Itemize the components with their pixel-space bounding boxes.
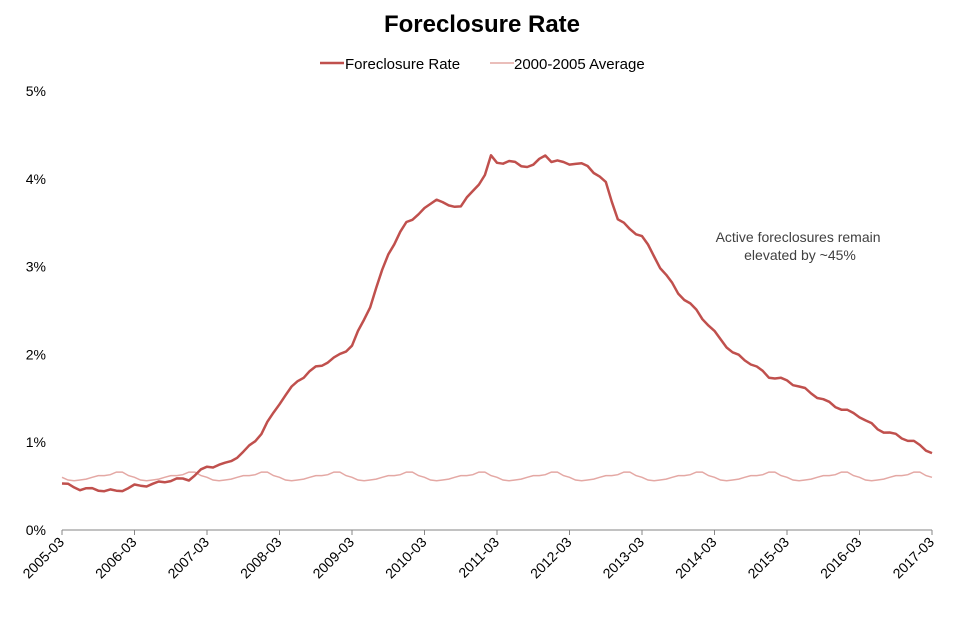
x-tick-label: 2005-03 [19,534,67,582]
y-tick-label: 3% [26,259,46,275]
x-tick-label: 2013-03 [599,534,647,582]
annotation-line-2: elevated by ~45% [744,247,856,263]
annotation-text: Active foreclosures remain elevated by ~… [716,229,885,263]
x-tick-label: 2014-03 [672,534,720,582]
plot-area [61,154,933,493]
y-tick-label: 4% [26,171,46,187]
y-axis-tick-labels: 0% 1% 2% 3% 4% 5% [26,83,46,538]
annotation-line-1: Active foreclosures remain [716,229,881,245]
series-line-foreclosure-rate [61,154,933,493]
x-tick-label: 2010-03 [382,534,430,582]
series-line-2000-2005-average [61,471,933,482]
x-tick-label: 2006-03 [92,534,140,582]
y-tick-label: 2% [26,346,46,362]
y-tick-label: 0% [26,522,46,538]
x-tick-label: 2007-03 [164,534,212,582]
chart-title: Foreclosure Rate [384,11,580,38]
legend-label-2000-2005-average: 2000-2005 Average [514,56,645,73]
legend: Foreclosure Rate 2000-2005 Average [320,56,645,73]
x-axis: 2005-03 2006-03 2007-03 2008-03 2009-03 2010-… [19,529,937,582]
x-tick-label: 2008-03 [237,534,285,582]
x-tick-label: 2016-03 [817,534,865,582]
y-tick-label: 5% [26,83,46,99]
x-tick-label: 2015-03 [744,534,792,582]
x-tick-label: 2011-03 [455,534,502,581]
legend-label-foreclosure-rate: Foreclosure Rate [345,56,460,73]
x-tick-label: 2009-03 [309,534,357,582]
x-tick-label: 2012-03 [527,534,575,582]
x-tick-label: 2017-03 [889,534,937,582]
y-tick-label: 1% [26,434,46,450]
